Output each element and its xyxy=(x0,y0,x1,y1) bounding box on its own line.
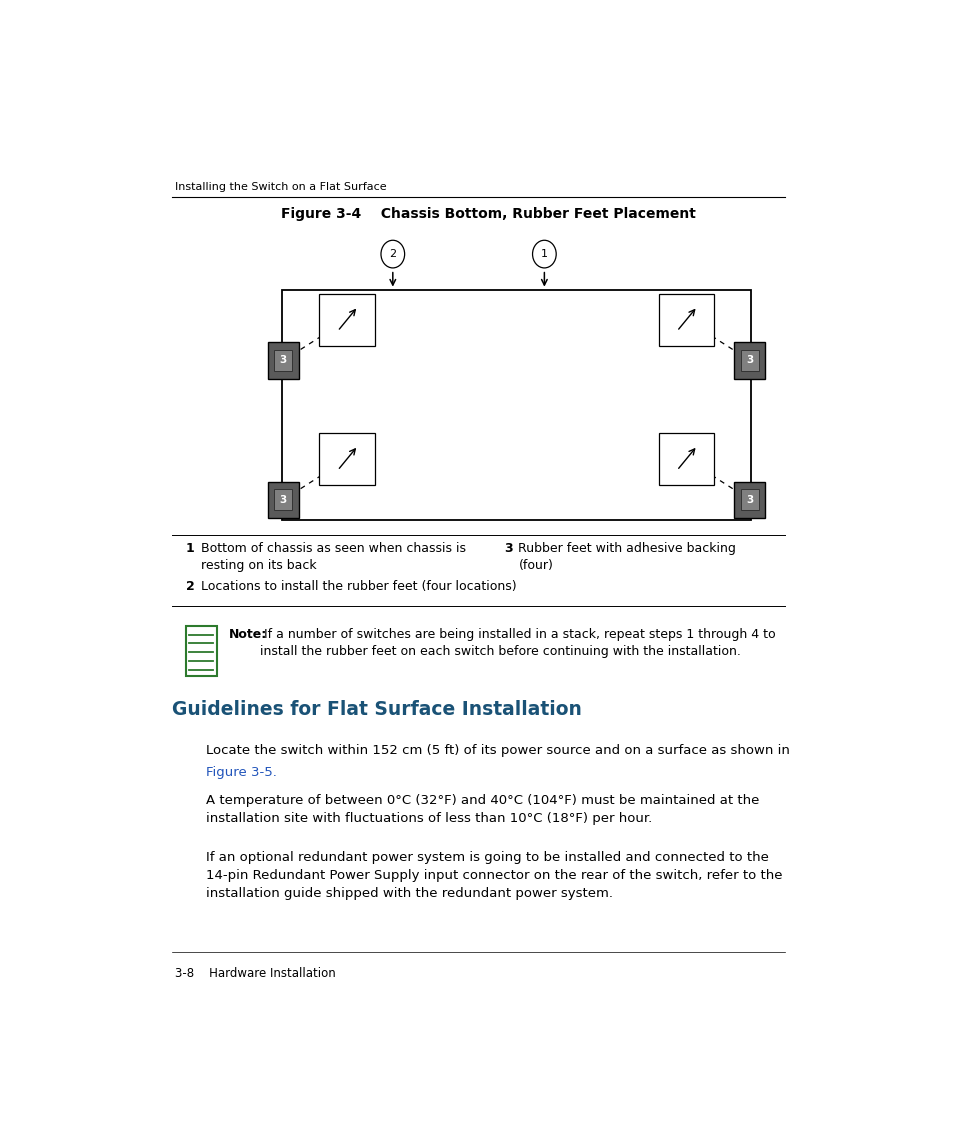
Text: 3: 3 xyxy=(745,356,753,365)
Circle shape xyxy=(532,240,556,268)
Text: 3: 3 xyxy=(279,494,287,504)
Polygon shape xyxy=(740,490,759,510)
Text: A temperature of between 0°C (32°F) and 40°C (104°F) must be maintained at the
i: A temperature of between 0°C (32°F) and … xyxy=(206,794,760,824)
Bar xyxy=(319,433,375,485)
Text: Guidelines for Flat Surface Installation: Guidelines for Flat Surface Installation xyxy=(172,701,581,719)
Bar xyxy=(319,294,375,346)
Text: If an optional redundant power system is going to be installed and connected to : If an optional redundant power system is… xyxy=(206,851,782,900)
Circle shape xyxy=(380,240,404,268)
Text: Bottom of chassis as seen when chassis is
resting on its back: Bottom of chassis as seen when chassis i… xyxy=(200,542,465,572)
Text: 3-8    Hardware Installation: 3-8 Hardware Installation xyxy=(174,967,335,979)
Text: If a number of switches are being installed in a stack, repeat steps 1 through 4: If a number of switches are being instal… xyxy=(259,628,775,658)
Text: Note:: Note: xyxy=(229,628,267,640)
Text: 3: 3 xyxy=(279,356,287,365)
Bar xyxy=(658,433,713,485)
Bar xyxy=(658,294,713,346)
Bar xyxy=(282,291,751,520)
Polygon shape xyxy=(734,482,764,518)
Text: 3: 3 xyxy=(745,494,753,504)
Text: Locate the switch within 152 cm (5 ft) of its power source and on a surface as s: Locate the switch within 152 cm (5 ft) o… xyxy=(206,743,789,757)
Text: 1: 1 xyxy=(186,542,194,555)
Polygon shape xyxy=(734,343,764,378)
Text: 1: 1 xyxy=(540,249,547,259)
Text: 2: 2 xyxy=(186,581,194,593)
Text: Figure 3-4    Chassis Bottom, Rubber Feet Placement: Figure 3-4 Chassis Bottom, Rubber Feet P… xyxy=(281,208,696,221)
Text: 2: 2 xyxy=(389,249,395,259)
Bar xyxy=(186,626,216,676)
Polygon shape xyxy=(268,343,298,378)
Polygon shape xyxy=(274,490,292,510)
Polygon shape xyxy=(274,350,292,371)
Polygon shape xyxy=(268,482,298,518)
Text: Locations to install the rubber feet (four locations): Locations to install the rubber feet (fo… xyxy=(200,581,516,593)
Text: Installing the Switch on a Flat Surface: Installing the Switch on a Flat Surface xyxy=(174,182,386,192)
Polygon shape xyxy=(740,350,759,371)
Text: 3: 3 xyxy=(503,542,512,555)
Text: Figure 3-5.: Figure 3-5. xyxy=(206,766,277,779)
Text: Rubber feet with adhesive backing
(four): Rubber feet with adhesive backing (four) xyxy=(518,542,736,572)
